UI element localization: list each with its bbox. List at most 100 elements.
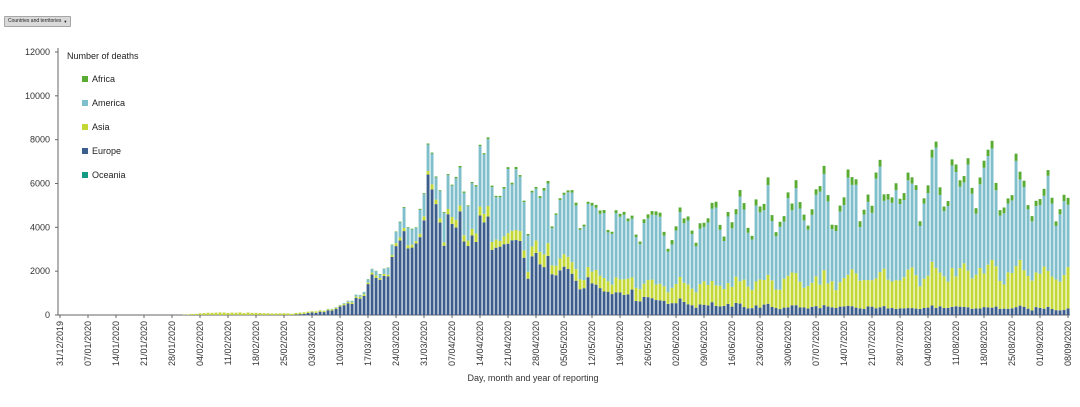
bar-america (722, 241, 726, 290)
bar-asia (354, 296, 358, 298)
x-tick-label: 21/07/2020 (867, 321, 877, 366)
bar-america (982, 167, 986, 274)
bar-america (1058, 214, 1062, 282)
bar-asia (634, 287, 638, 302)
bar-europe (374, 277, 378, 315)
bar-europe (730, 306, 734, 315)
bar-africa (1054, 221, 1058, 226)
bar-asia (546, 243, 550, 256)
bar-asia (426, 171, 430, 175)
bar-europe (882, 306, 886, 315)
bar-asia (410, 244, 414, 248)
bar-asia (838, 282, 842, 307)
bar-europe (874, 308, 878, 315)
bar-america (690, 233, 694, 289)
bar-asia (374, 275, 378, 278)
bar-europe (446, 214, 450, 315)
bar-europe (402, 231, 406, 315)
bar-america (462, 192, 466, 236)
bar-america (830, 229, 834, 282)
bar-europe (982, 307, 986, 315)
bar-america (766, 184, 770, 275)
bar-america (1010, 200, 1014, 273)
bar-europe (834, 307, 838, 315)
bar-asia (870, 280, 874, 307)
bar-europe (542, 267, 546, 315)
bar-america (358, 295, 362, 297)
bar-america (570, 192, 574, 263)
bar-africa (714, 201, 718, 208)
bar-africa (966, 158, 970, 165)
bar-africa (478, 144, 482, 147)
bar-africa (426, 143, 430, 145)
bar-africa (754, 199, 758, 206)
bar-america (898, 204, 902, 281)
bar-europe (734, 302, 738, 315)
bar-asia (922, 278, 926, 308)
bar-africa (542, 188, 546, 191)
bar-africa (498, 195, 502, 198)
bar-africa (654, 211, 658, 216)
bar-africa (834, 225, 838, 231)
bar-europe (466, 246, 470, 315)
bar-asia (726, 283, 730, 304)
bar-africa (406, 227, 410, 228)
bar-asia (926, 275, 930, 308)
bar-america (902, 200, 906, 278)
bar-africa (702, 222, 706, 227)
countries-dropdown[interactable]: Countries and territories ▼ (4, 16, 72, 27)
bar-africa (930, 149, 934, 158)
bar-america (494, 197, 498, 240)
x-tick-label: 21/04/2020 (503, 321, 513, 366)
bar-asia (858, 280, 862, 309)
bar-asia (918, 286, 922, 309)
bar-america (442, 213, 446, 243)
bar-europe (918, 308, 922, 315)
x-tick-label: 04/02/2020 (195, 321, 205, 366)
bar-europe (326, 310, 330, 315)
bar-america (562, 194, 566, 255)
bar-africa (978, 177, 982, 185)
bar-america (558, 200, 562, 259)
bar-europe (610, 294, 614, 315)
bar-america (574, 205, 578, 270)
x-tick-label: 25/08/2020 (1007, 321, 1017, 366)
bar-europe (1038, 307, 1042, 315)
bar-europe (350, 303, 354, 315)
bar-america (834, 230, 838, 291)
bar-africa (762, 203, 766, 211)
bar-america (742, 209, 746, 280)
bar-america (1062, 200, 1066, 276)
bar-america (514, 169, 518, 230)
bar-america (406, 227, 410, 246)
bar-africa (622, 211, 626, 215)
bar-america (846, 177, 850, 275)
bar-africa (562, 192, 566, 195)
bar-africa (738, 190, 742, 197)
bar-america (378, 274, 382, 278)
bar-america (774, 236, 778, 290)
bar-europe (662, 300, 666, 315)
x-tick-label: 11/08/2020 (951, 321, 961, 365)
bar-asia (578, 279, 582, 290)
bar-africa (710, 202, 714, 209)
bar-america (566, 192, 570, 257)
bar-europe (414, 243, 418, 315)
bar-asia (382, 273, 386, 276)
bar-africa (502, 187, 506, 189)
bar-europe (894, 308, 898, 315)
bar-america (1022, 187, 1026, 271)
bar-africa (730, 222, 734, 229)
bar-america (654, 215, 658, 285)
bar-america (714, 207, 718, 286)
bar-asia (418, 233, 422, 238)
bar-america (498, 197, 502, 242)
bar-asia (294, 312, 298, 315)
bar-asia (618, 279, 622, 293)
bar-america (670, 244, 674, 288)
bar-europe (846, 305, 850, 315)
bar-america (842, 204, 846, 279)
bar-america (666, 251, 670, 293)
bar-america (810, 214, 814, 283)
bar-asia (366, 282, 370, 285)
